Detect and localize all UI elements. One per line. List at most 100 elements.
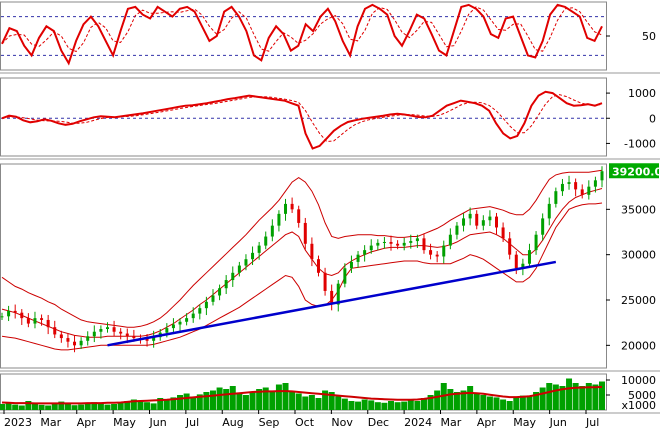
volume-bar xyxy=(124,401,131,410)
candle-body xyxy=(20,312,24,319)
volume-bar xyxy=(91,402,98,410)
candle-body xyxy=(488,216,492,221)
candle-body xyxy=(323,272,327,291)
candle-body xyxy=(376,242,380,246)
candle-body xyxy=(73,341,77,346)
volume-bar xyxy=(592,384,599,410)
candle-body xyxy=(59,334,63,339)
volume-bar xyxy=(460,390,467,410)
1-tick-label: 1000 xyxy=(628,87,656,100)
x-tick-label: Mar xyxy=(441,416,462,429)
candle-body xyxy=(495,216,499,228)
volume-bar xyxy=(566,378,573,410)
x-axis: 2023 Mar Apr May Jun Jul Aug Sep Oct Nov Dec 2024 Ma… xyxy=(3,410,599,429)
1-tick-label: -1000 xyxy=(624,137,656,150)
candle-body xyxy=(343,268,347,284)
x-tick-label: Apr xyxy=(477,416,497,429)
x-tick-label: Nov xyxy=(331,416,353,429)
volume-bar xyxy=(170,397,177,410)
volume-bar xyxy=(190,396,197,410)
panel-frame xyxy=(0,163,607,369)
candle-body xyxy=(224,280,228,289)
candle-body xyxy=(574,182,578,190)
volume-bar xyxy=(209,390,216,410)
x-tick-label: Jun xyxy=(149,416,167,429)
candle-body xyxy=(92,331,96,337)
volume-bar xyxy=(130,399,137,410)
volume-bar xyxy=(144,402,151,410)
3-tick-label: 10000 xyxy=(621,374,656,387)
volume-bar xyxy=(18,405,25,410)
candle-body xyxy=(567,182,571,184)
candle-body xyxy=(389,241,393,244)
candle-body xyxy=(46,319,50,328)
volume-bar xyxy=(414,401,421,410)
3-tick-label: 5000 xyxy=(628,389,656,402)
price-panel: 35000 30000 25000 20000 xyxy=(0,166,656,352)
candle-body xyxy=(284,203,288,214)
2-tick-label: 25000 xyxy=(621,294,656,307)
volume-bar xyxy=(467,386,474,410)
volume-bar xyxy=(302,396,309,410)
x-tick-label: Mar xyxy=(40,416,61,429)
x-tick-label: Oct xyxy=(295,416,315,429)
0-tick-label: 50 xyxy=(642,30,656,43)
volume-bar xyxy=(368,400,375,410)
candle-body xyxy=(79,340,83,346)
candle-body xyxy=(185,318,189,322)
candle-body xyxy=(475,213,479,226)
volume-unit-label: x1000 xyxy=(621,399,656,412)
candle-body xyxy=(336,283,340,305)
volume-bar xyxy=(5,402,12,410)
candle-body xyxy=(593,180,597,187)
volume-bar xyxy=(453,392,460,410)
volume-bar xyxy=(289,392,296,410)
volume-bar xyxy=(420,398,427,410)
volume-bar xyxy=(31,404,38,410)
candle-body xyxy=(211,295,215,302)
volume-bar xyxy=(38,404,45,410)
candle-body xyxy=(132,336,136,339)
candle-body xyxy=(422,238,426,251)
volume-bar xyxy=(249,392,256,410)
candle-body xyxy=(409,241,413,243)
candle-body xyxy=(297,209,301,223)
candle-body xyxy=(277,213,281,226)
volume-bar xyxy=(111,404,118,410)
candle-body xyxy=(125,333,129,337)
volume-moving-average xyxy=(1,385,603,405)
candle-body xyxy=(53,327,57,335)
candle-body xyxy=(112,327,116,332)
panel-frames xyxy=(0,1,660,414)
candle-body xyxy=(218,288,222,296)
volume-bar xyxy=(229,386,236,410)
candle-body xyxy=(66,338,70,342)
volume-bar xyxy=(322,390,329,410)
volume-bar xyxy=(559,386,566,410)
volume-bar xyxy=(394,402,401,410)
volume-bar xyxy=(585,383,592,410)
last-price-badge: 39200.00 xyxy=(609,163,660,179)
volume-bar xyxy=(58,401,65,410)
momentum-line xyxy=(1,90,603,150)
candle-body xyxy=(303,222,307,244)
volume-bar xyxy=(552,384,559,410)
volume-bar xyxy=(216,387,223,410)
volume-bar xyxy=(157,398,164,410)
volume-bar xyxy=(236,393,243,410)
x-tick-label: May xyxy=(513,416,536,429)
volume-bar xyxy=(388,401,395,410)
volume-bar xyxy=(579,386,586,410)
volume-bar xyxy=(84,402,91,410)
volume-bar xyxy=(177,395,184,410)
x-tick-label: Aug xyxy=(222,416,243,429)
candle-body xyxy=(402,242,406,246)
candle-body xyxy=(26,318,30,324)
2-tick-label: 30000 xyxy=(621,249,656,262)
volume-bar xyxy=(282,383,289,410)
candle-body xyxy=(468,213,472,219)
candle-body xyxy=(547,203,551,219)
